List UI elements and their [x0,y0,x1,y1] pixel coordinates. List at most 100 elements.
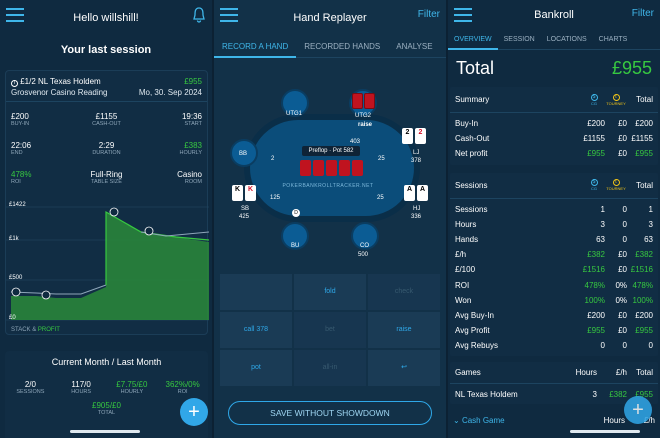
sessions-title: Sessions [455,180,488,190]
action-empty [220,274,292,310]
seat-bu[interactable] [281,222,309,250]
menu-icon[interactable] [454,8,472,22]
y-label-0: £0 [9,315,16,321]
tab-recorded-hands[interactable]: RECORDED HANDS [304,41,381,51]
stat-value: 22:06 [11,141,32,150]
month-card-title: Current Month / Last Month [51,357,162,367]
month-stat-value: £7.75/£0 [116,380,148,389]
total-value: £955 [611,58,652,78]
stack-profit-chart[interactable] [6,202,209,327]
month-total: £905/£0 [92,401,121,410]
seat-bb[interactable] [230,139,258,167]
save-without-showdown-button[interactable]: SAVE WITHOUT SHOWDOWN [228,401,432,425]
chart-legend: STACK & PROFIT [11,327,60,333]
action-buttons: fold check call 378 bet raise pot all-in… [220,274,440,386]
sb-card: K [232,185,243,201]
all-in-button[interactable]: all-in [294,350,366,386]
seat-lj-stack: 378 [411,158,422,164]
stat-label: BUY-IN [11,121,30,127]
y-label-1422: £1422 [9,202,26,208]
month-stat-label: HOURLY [120,389,144,395]
cg-column: $ CG [590,179,598,192]
games-title: Games [455,368,481,378]
month-stat-label: HOURS [71,389,92,395]
sb-bet: 125 [270,195,281,201]
stat-value: 478% [11,170,32,179]
seat-co-stack: 500 [358,252,369,258]
tab-charts[interactable]: CHARTS [598,35,628,43]
bankroll-tabs: OVERVIEW SESSION LOCATIONS CHARTS [448,30,660,50]
seat-utg2-label: UTG2 [355,113,372,119]
seat-utg1[interactable] [281,89,309,117]
seat-bu-label: BU [291,243,300,249]
undo-icon[interactable]: ↩ [368,350,440,386]
filter-button[interactable]: Filter [631,8,654,19]
y-label-500: £500 [9,275,23,281]
stat-value: £383 [184,141,202,150]
table-row: £/100 £1516 £0 £1516 [455,265,653,275]
game-row[interactable]: NL Texas Holdem 3 £382 £955 [455,389,653,399]
per-hour-column: £/h [615,368,627,378]
tab-locations[interactable]: LOCATIONS [546,35,587,43]
last-session-card[interactable]: i £1/2 NL Texas Holdem £955 Grosvenor Ca… [5,70,209,335]
stat-label: HOURLY [179,150,202,156]
session-date: Mo, 30. Sep 2024 [138,88,202,97]
month-stat-value: 117/0 [71,380,91,389]
home-panel: Hello willshill! Your last session i £1/… [0,0,212,438]
session-profit: £955 [184,77,202,86]
seat-sb-stack: 425 [239,214,250,220]
add-button[interactable]: + [624,396,652,424]
bb-bet: 2 [271,156,275,162]
tab-session[interactable]: SESSION [503,35,535,43]
total-column: Total [636,368,653,378]
total-column: Total [636,180,653,190]
hours-column: Hours [575,368,597,378]
table-row: Won 100% 0% 100% [455,295,653,305]
summary-section: Summary $ CG t TOURNEY Total Buy-In £200 £0 £… [450,87,658,165]
stat-value: Casino [177,170,202,179]
lj-card: 2 [402,128,413,144]
add-session-button[interactable]: + [180,398,208,426]
bankroll-header: Bankroll Filter [448,0,660,30]
seat-co[interactable] [351,222,379,250]
games-section: Games Hours £/h Total NL Texas Holdem 3 … [450,362,658,405]
menu-icon[interactable] [6,8,24,22]
stat-label: END [11,150,23,156]
cash-game-row[interactable]: ⌄ Cash Game Hours £/h [453,415,655,425]
raise-button[interactable]: raise [368,312,440,348]
call-button[interactable]: call 378 [220,312,292,348]
stat-value: 2:29 [98,141,115,150]
card-back [364,93,375,109]
tab-record-hand[interactable]: RECORD A HAND [214,36,297,58]
month-card[interactable]: Current Month / Last Month 2/0 SESSIONS 1… [5,351,208,438]
table-row: Avg Buy-In £200 £0 £200 [455,310,653,320]
table-row: ROI 478% 0% 478% [455,280,653,290]
pot-button[interactable]: pot [220,350,292,386]
table-row: Sessions 1 0 1 [455,204,653,214]
menu-icon[interactable] [220,8,238,22]
info-icon: i [11,80,18,87]
seat-hj-stack: 336 [411,214,422,220]
board-cards [300,160,363,176]
home-header: Hello willshill! [0,0,212,36]
stat-label: ROI [11,179,21,185]
bet-button[interactable]: bet [294,312,366,348]
summary-title: Summary [455,95,490,104]
stat-label: TABLE SIZE [91,179,122,185]
tourney-icon: t [612,179,620,187]
replayer-header: Hand Replayer Filter [214,0,446,36]
replayer-title: Hand Replayer [293,12,367,24]
month-stat-value: 362%/0% [165,380,200,389]
hj-bet: 25 [377,195,384,201]
tab-overview[interactable]: OVERVIEW [448,30,498,50]
check-button[interactable]: check [368,274,440,310]
bell-icon[interactable] [192,6,206,24]
tab-analyse[interactable]: ANALYSE [396,41,433,51]
fold-button[interactable]: fold [294,274,366,310]
stat-label: START [184,121,202,127]
filter-button[interactable]: Filter [417,9,440,20]
table-row: Hands 63 0 63 [455,235,653,245]
table-row: Net profit £955 £0 £955 [455,149,653,159]
table-row: Avg Profit £955 £0 £955 [455,326,653,336]
cg-icon: $ [590,93,598,101]
